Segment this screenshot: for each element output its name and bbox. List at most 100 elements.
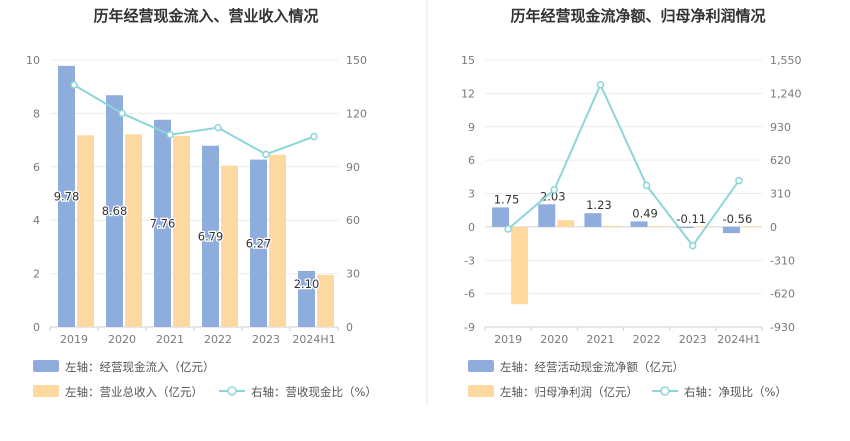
cash-inflow-bar [154,119,171,327]
cash-inflow-revenue-chart: 历年经营现金流入、营业收入情况 0 2 4 6 8 10 0 30 60 90 120 150 2019 2… [26,7,377,399]
net-cashflow-profit-chart: 历年经营现金流净额、归母净利润情况 -9 -6 -3 0 3 6 9 12 15 -930 -620 -… [461,7,802,399]
right-axis-tick: -310 [770,254,795,267]
left-axis-tick: 2 [33,268,40,281]
left-axis-tick: 15 [461,54,475,67]
x-axis-category-label: 2023 [679,333,707,346]
line-point [214,123,222,132]
right-axis-tick: 120 [346,107,367,120]
legend-swatch-line-point [660,386,670,396]
legend-label: 左轴：营业总收入（亿元） [65,385,203,399]
left-axis-tick: 8 [33,107,40,120]
bar-value-label: -0.56 [723,212,753,226]
legend-label: 右轴：营收现金比（%） [251,385,377,399]
right-axis-tick: 1,240 [770,87,802,100]
net-profit-bar [695,226,713,228]
revenue-bar [173,135,190,327]
net-cash-ratio-line [507,82,740,248]
left-axis-tick: 4 [33,214,40,227]
left-axis-tick: 6 [468,154,475,167]
x-axis-category-label: 2019 [60,333,88,346]
chart-title: 历年经营现金流净额、归母净利润情况 [510,7,765,25]
bar-value-label: 9.78 [54,189,80,203]
bar-value-label: 8.68 [102,204,128,218]
left-axis-tick: 0 [33,321,40,334]
net-cashflow-bar [722,226,740,234]
right-axis-tick: 60 [346,214,360,227]
x-axis-category-label: 2022 [204,333,232,346]
left-axis-tick: 9 [468,121,475,134]
net-profit-bar [603,225,621,227]
right-axis-tick: 310 [770,188,791,201]
bar-value-label: 6.27 [246,236,272,250]
cash-inflow-bar [250,159,267,327]
revenue-bar [77,135,94,327]
right-axis-tick: 0 [346,321,353,334]
x-axis-category-label: 2021 [156,333,184,346]
cash-inflow-bar [202,145,219,327]
legend-swatch-bar1 [33,360,59,372]
right-axis-tick: 0 [770,221,777,234]
legend-swatch-bar1 [468,360,494,372]
x-axis-category-label: 2024H1 [292,333,335,346]
net-profit-bar [511,226,529,305]
net-profit-bar [557,220,575,227]
bar-value-label: 2.03 [540,189,566,203]
x-axis-category-label: 2023 [252,333,280,346]
right-axis-tick: 90 [346,161,360,174]
bar-value-label: 0.49 [632,206,658,220]
revenue-bar [317,274,334,327]
legend-swatch-line-point [227,386,237,396]
net-cashflow-bar [538,204,556,227]
x-axis-category-label: 2020 [108,333,136,346]
net-cashflow-bar [492,207,510,227]
line-point [70,81,78,89]
x-axis-category-label: 2021 [586,333,614,346]
net-cashflow-bar [630,221,648,227]
bar-value-label: 6.79 [198,229,224,243]
net-cashflow-bar [584,213,602,227]
left-axis-tick: 6 [33,161,40,174]
bar-value-label: -0.11 [676,212,706,226]
revenue-bar [269,154,286,327]
line-point [262,150,270,159]
revenue-bar [221,165,238,327]
revenue-bar [125,134,142,327]
left-axis-tick: 10 [26,54,40,67]
legend-label: 右轴：净现比（%） [684,385,787,399]
bar-value-label: 2.10 [294,277,320,291]
x-axis-category-label: 2020 [540,333,568,346]
line-point [596,81,605,89]
left-axis-tick: -9 [464,321,475,334]
left-axis-tick: -3 [464,254,475,267]
x-axis-category-label: 2022 [633,333,661,346]
line-point [310,132,318,141]
left-axis-tick: 0 [468,221,475,234]
right-axis-tick: 30 [346,268,360,281]
legend-label: 左轴：经营活动现金流净额（亿元） [500,360,684,374]
net-profit-bar [649,226,667,228]
right-axis-tick: 930 [770,121,791,134]
left-axis-tick: 3 [468,188,475,201]
right-axis-tick: 150 [346,54,367,67]
right-axis-tick: 1,550 [770,54,802,67]
line-point [689,241,697,250]
legend-swatch-bar2 [33,385,59,397]
right-axis-tick: 620 [770,154,791,167]
net-profit-bar [741,226,759,228]
cash-inflow-bar [298,270,315,327]
line-point [735,176,743,185]
net-cashflow-bar [676,226,694,229]
legend-label: 左轴：归母净利润（亿元） [500,385,638,399]
cash-inflow-bar [106,95,123,327]
line-point [166,131,174,139]
legend-label: 左轴：经营现金流入（亿元） [65,360,215,374]
line-point [504,225,512,233]
x-axis-category-label: 2024H1 [717,333,760,346]
chart-title: 历年经营现金流入、营业收入情况 [93,7,318,25]
right-axis-tick: -620 [770,288,795,301]
left-axis-tick: -6 [464,288,475,301]
cash-ratio-line [73,84,315,156]
line-point [642,181,651,190]
